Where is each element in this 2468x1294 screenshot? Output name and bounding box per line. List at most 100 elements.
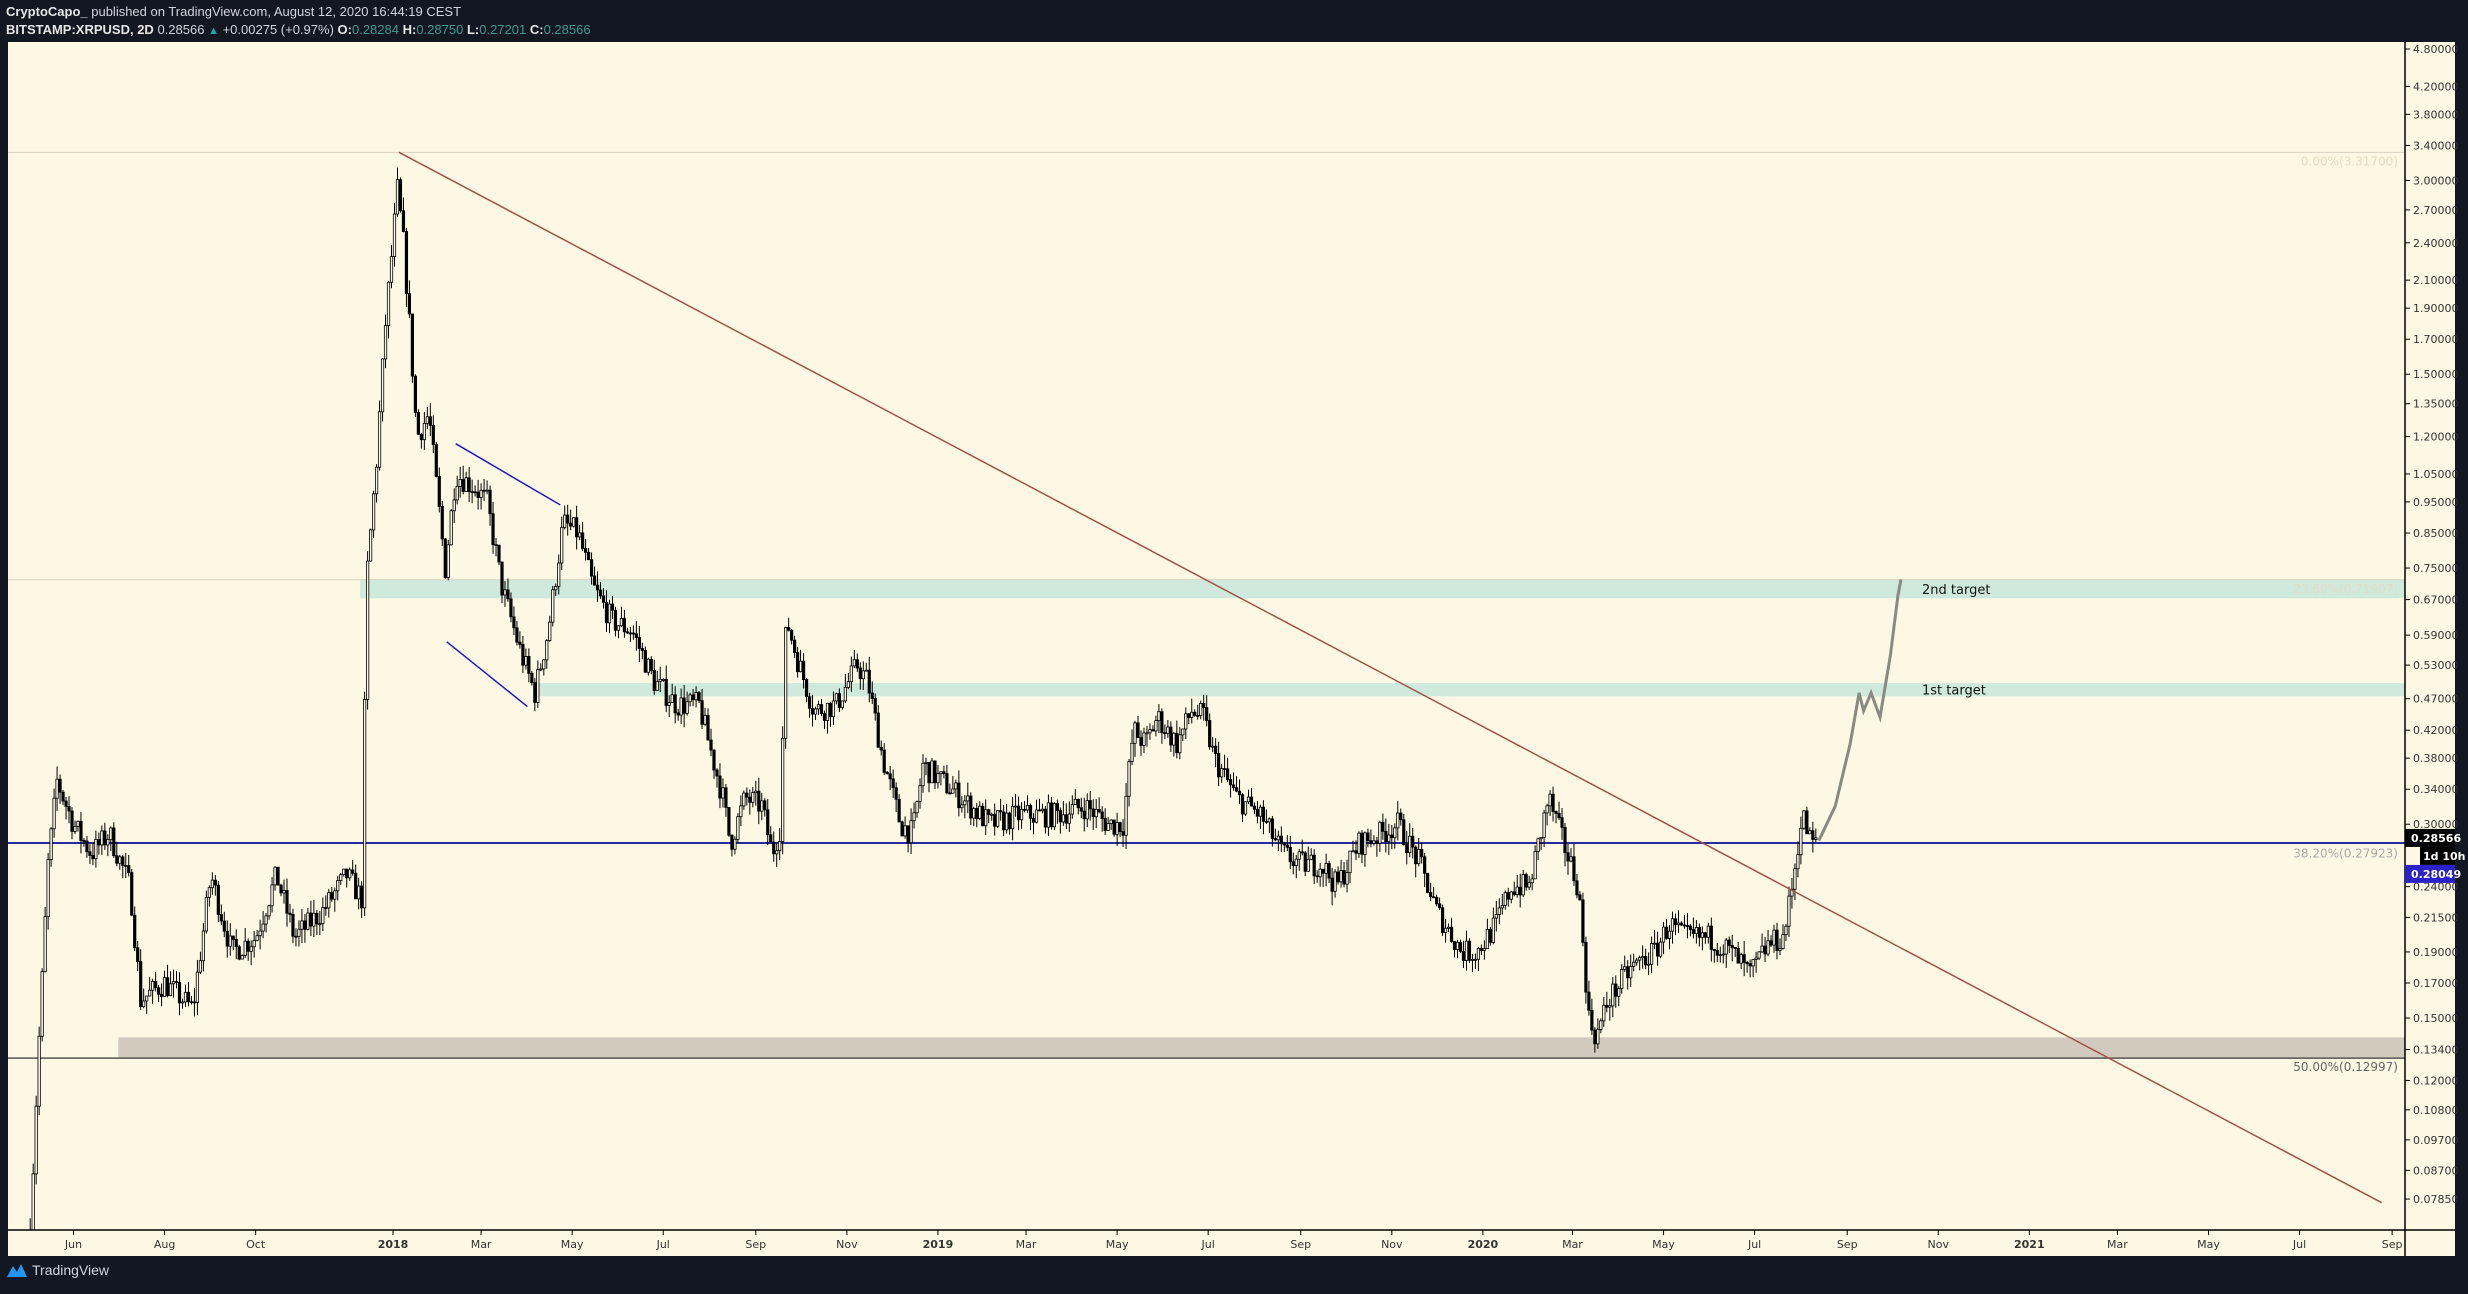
candle-up [1536, 838, 1540, 852]
candle-down [1488, 928, 1492, 943]
candle-up [751, 792, 755, 803]
candle-up [578, 532, 582, 538]
candle-down [1279, 835, 1283, 845]
candle-up [1178, 734, 1182, 754]
candle-down [410, 313, 415, 377]
candle-up [392, 213, 397, 257]
price-tick-label: 0.15000 [2413, 1012, 2459, 1025]
candle-up [909, 820, 913, 843]
candle-down [628, 632, 632, 635]
candle-up [1067, 813, 1071, 824]
candle-up [1455, 941, 1460, 950]
candle-down [434, 444, 438, 477]
candle-down [1240, 794, 1245, 815]
candle-down [1369, 840, 1373, 844]
candle-up [1324, 863, 1328, 874]
candle-down [1121, 831, 1125, 836]
price-tick-label: 0.42000 [2413, 724, 2459, 737]
candle-up [1339, 870, 1343, 883]
last-price: 0.28566 [157, 22, 205, 37]
candle-up [1318, 868, 1322, 878]
candle-down [1016, 805, 1021, 821]
candle-up [667, 702, 671, 706]
time-tick-label: Mar [471, 1238, 492, 1251]
candle-down [885, 771, 889, 775]
fib-level-label: 50.00%(0.12997) [2293, 1060, 2398, 1074]
candle-down [1730, 945, 1734, 948]
fib-level-label: 38.20%(0.27923) [2293, 846, 2398, 860]
candle-down [891, 778, 895, 789]
candle-up [760, 800, 764, 812]
candle-up [31, 1173, 35, 1230]
price-tick-label: 0.34000 [2413, 783, 2459, 796]
candle-up [798, 660, 803, 673]
candle-up [1569, 856, 1573, 862]
candle-up [1772, 929, 1776, 946]
candle-up [1378, 821, 1382, 844]
candle-down [888, 773, 892, 780]
candle-up [1793, 868, 1797, 890]
price-tick-label: 1.70000 [2413, 333, 2459, 346]
candle-down [595, 584, 600, 591]
candle-down [61, 791, 65, 802]
footer-brand[interactable]: TradingView [32, 1262, 110, 1278]
candle-up [1306, 859, 1310, 872]
candle-up [46, 859, 50, 918]
candle-down [1055, 803, 1059, 812]
candle-down [440, 506, 444, 540]
candle-down [1715, 950, 1719, 956]
candle-up [990, 813, 994, 816]
candle-down [801, 660, 806, 680]
candle-down [79, 820, 83, 841]
time-tick-label: Jun [64, 1238, 82, 1251]
candle-down [115, 855, 119, 864]
candle-down [1673, 918, 1678, 926]
candle-down [882, 749, 886, 773]
candle-down [945, 773, 949, 794]
candle-up [1623, 966, 1627, 970]
symbol-name[interactable]: BITSTAMP:XRPUSD, 2D [6, 22, 154, 37]
close-value: 0.28566 [543, 22, 591, 37]
candle-down [476, 491, 480, 498]
candle-down [1518, 886, 1522, 896]
candle-up [1333, 871, 1337, 892]
candle-up [1808, 830, 1812, 835]
price-tick-label: 2.70000 [2413, 204, 2459, 217]
candle-up [306, 912, 310, 930]
candle-up [545, 640, 549, 661]
candle-up [1638, 957, 1642, 961]
candle-down [192, 1001, 197, 1004]
candle-up [1635, 959, 1639, 963]
price-axis[interactable]: 4.80000 4.20000 3.80000 3.40000 3.00000 2.700… [2405, 43, 2459, 1206]
candle-up [1106, 823, 1110, 831]
candle-up [180, 1001, 185, 1004]
channel-lower-line [446, 641, 528, 708]
candle-down [1384, 830, 1388, 843]
time-tick-label: 2021 [2014, 1238, 2045, 1251]
candle-up [43, 916, 47, 973]
time-axis[interactable]: Jun Aug Oct 2018 Mar May Jul Sep Nov 2019 Mar May Ju… [64, 1230, 2403, 1251]
candle-down [1578, 894, 1582, 901]
price-tick-label: 0.30000 [2413, 818, 2459, 831]
candle-up [479, 489, 483, 498]
candle-down [1449, 926, 1454, 942]
candle-up [374, 466, 379, 495]
candle-down [1225, 768, 1230, 780]
candle-up [455, 486, 459, 501]
candle-up [485, 489, 489, 492]
candle-down [156, 987, 161, 995]
candle-up [739, 805, 743, 818]
candle-up [228, 935, 232, 947]
candle-down [718, 775, 722, 799]
candle-down [1682, 924, 1687, 927]
candle-down [1187, 713, 1191, 718]
candle-down [1282, 843, 1286, 846]
author-name[interactable]: CryptoCapo_ [6, 4, 88, 19]
candle-down [745, 792, 749, 798]
candle-down [1420, 849, 1424, 858]
time-tick-label: Jul [1747, 1238, 1761, 1251]
candle-down [867, 669, 871, 694]
zone-1st-target [533, 683, 2405, 697]
candle-down [610, 603, 615, 611]
